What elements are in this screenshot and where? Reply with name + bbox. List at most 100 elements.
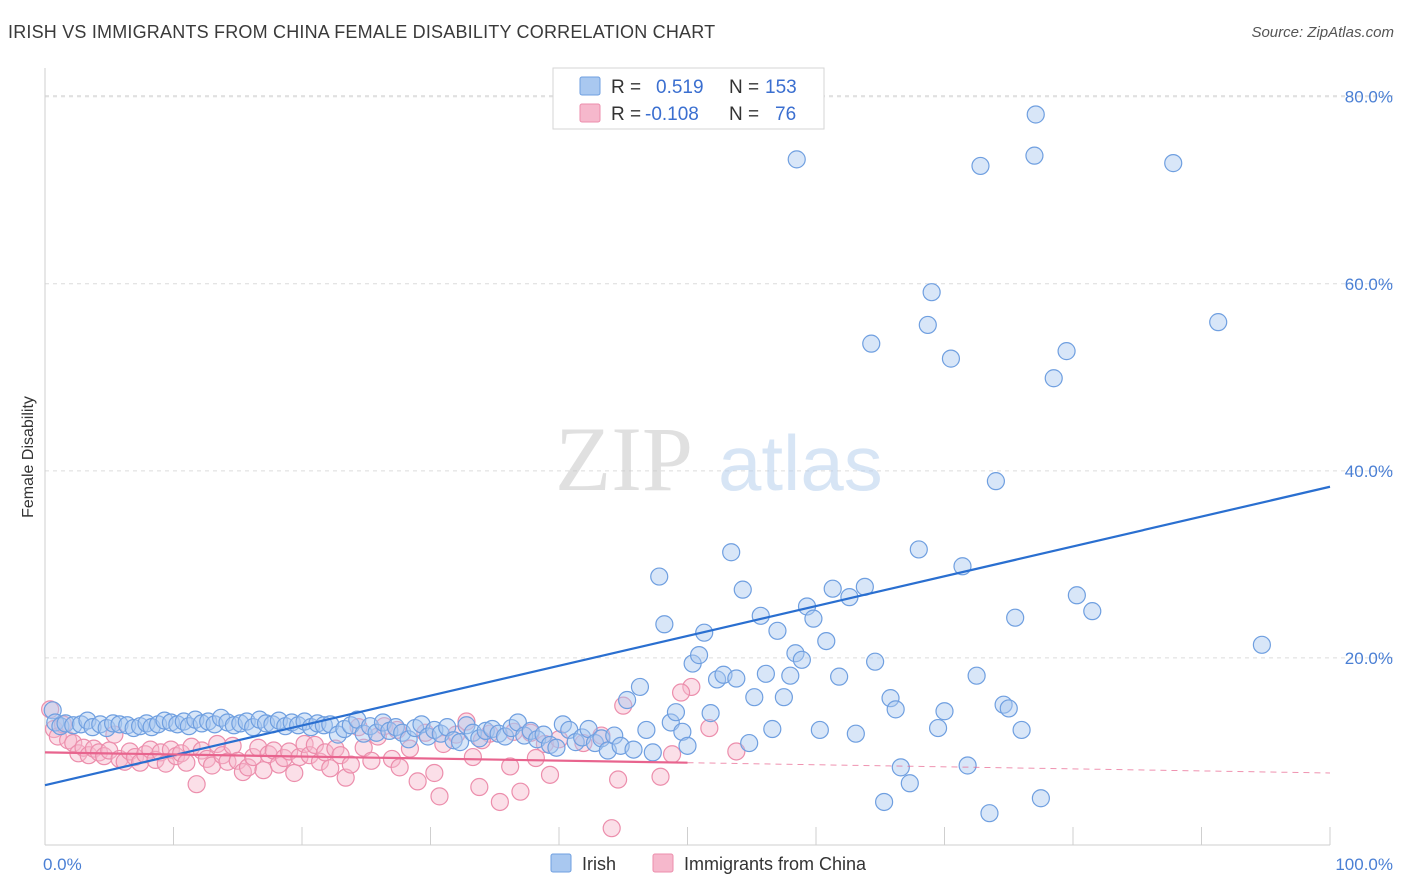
irish-point-99 <box>673 722 692 741</box>
irish-point-96 <box>655 615 674 634</box>
irish-point-114 <box>763 719 782 739</box>
china-point-81 <box>540 765 560 784</box>
irish-point-135 <box>900 774 919 793</box>
china-point-29 <box>187 775 206 794</box>
irish-point-111 <box>745 688 764 707</box>
y-tick-label-2: 60.0% <box>1345 275 1393 294</box>
irish-point-153 <box>1025 146 1044 165</box>
china-point-99 <box>602 819 621 838</box>
irish-point-162 <box>1252 635 1271 654</box>
irish-point-93 <box>637 720 656 740</box>
irish-point-130 <box>866 652 885 671</box>
legend-china-n-value: 76 <box>775 104 796 125</box>
irish-point-160 <box>1164 154 1183 173</box>
bottom-legend-china-label: Immigrants from China <box>684 854 867 874</box>
irish-point-63 <box>444 731 463 750</box>
irish-point-118 <box>786 644 805 663</box>
irish-point-156 <box>1067 586 1086 605</box>
irish-point-4 <box>64 716 83 735</box>
watermark-zip: ZIP <box>555 408 693 510</box>
irish-point-100 <box>678 736 697 755</box>
irish-point-125 <box>830 667 849 686</box>
trend-layer <box>44 485 1331 787</box>
legend-irish-n-label: N = <box>729 77 759 98</box>
irish-point-91 <box>624 740 643 759</box>
china-point-75 <box>463 747 483 767</box>
irish-point-64 <box>450 733 470 752</box>
irish-point-146 <box>980 804 999 823</box>
legend-china-swatch <box>579 103 601 123</box>
irish-point-108 <box>727 669 746 688</box>
irish-point-133 <box>886 700 905 719</box>
irish-point-137 <box>918 315 937 335</box>
irish-point-19 <box>161 713 181 732</box>
irish-point-119 <box>792 650 811 669</box>
china-point-87 <box>700 718 719 738</box>
irish-point-124 <box>823 579 842 598</box>
china-point-68 <box>408 772 427 791</box>
y-axis-title: Female Disability <box>20 396 37 518</box>
y-tick-label-1: 40.0% <box>1345 462 1393 481</box>
legend-irish-n-value: 153 <box>765 77 797 98</box>
china-point-16 <box>120 742 139 761</box>
irish-point-151 <box>1012 720 1031 740</box>
irish-point-92 <box>630 677 650 697</box>
china-trend-line-extension <box>687 762 1331 774</box>
legend-china-n-label: N = <box>729 104 759 125</box>
irish-point-98 <box>666 703 686 722</box>
china-point-62 <box>362 751 381 770</box>
china-point-40 <box>244 747 263 767</box>
china-point-70 <box>425 763 444 783</box>
y-tick-label-3: 80.0% <box>1345 88 1393 107</box>
irish-point-132 <box>881 689 900 708</box>
irish-point-147 <box>986 472 1006 491</box>
irish-point-90 <box>618 690 637 710</box>
x-tick-label-0: 0.0% <box>43 855 82 874</box>
irish-trend-line <box>44 485 1331 787</box>
source-label: Source: ZipAtlas.com <box>1251 24 1394 41</box>
irish-point-154 <box>1044 369 1063 388</box>
irish-point-49 <box>354 724 373 743</box>
irish-point-149 <box>999 699 1018 718</box>
china-point-74 <box>430 787 449 806</box>
grid-layer <box>45 95 1393 659</box>
y-tick-label-0: 20.0% <box>1345 649 1393 668</box>
irish-point-102 <box>689 646 709 665</box>
china-point-73 <box>470 777 489 797</box>
watermark-atlas: atlas <box>718 419 883 507</box>
china-trend-line <box>44 751 688 764</box>
irish-point-136 <box>909 540 928 559</box>
irish-point-110 <box>740 733 759 753</box>
bottom-legend-irish-label: Irish <box>582 854 616 874</box>
china-point-48 <box>285 763 304 783</box>
china-point-66 <box>390 758 409 777</box>
irish-point-121 <box>804 609 823 628</box>
irish-point-2 <box>51 717 70 736</box>
china-point-83 <box>609 770 628 789</box>
china-point-80 <box>526 748 545 768</box>
irish-point-113 <box>756 664 775 683</box>
china-point-57 <box>331 746 350 765</box>
irish-points <box>43 105 1271 823</box>
irish-point-155 <box>1057 342 1076 361</box>
irish-point-129 <box>862 334 881 353</box>
bottom-legend-china-swatch <box>652 853 674 873</box>
x-tick-label-1: 100.0% <box>1335 855 1393 874</box>
irish-point-127 <box>846 724 865 743</box>
irish-point-79 <box>547 738 566 757</box>
irish-point-122 <box>810 720 829 740</box>
irish-point-152 <box>1031 789 1050 808</box>
irish-point-150 <box>1006 608 1025 627</box>
bottom-legend-irish-swatch <box>550 853 572 873</box>
tick-layer: 20.0% 40.0% 60.0% 80.0% 0.0% 100.0% <box>43 88 1393 874</box>
irish-point-24 <box>192 714 211 733</box>
irish-point-11 <box>110 715 129 734</box>
irish-point-67 <box>470 729 489 748</box>
legend-china-r-value: -0.108 <box>645 104 699 125</box>
irish-point-56 <box>399 730 418 749</box>
china-point-44 <box>264 741 283 760</box>
irish-point-109 <box>733 580 752 599</box>
irish-point-158 <box>1026 105 1045 124</box>
irish-point-157 <box>1083 602 1102 621</box>
china-point-77 <box>490 792 509 812</box>
